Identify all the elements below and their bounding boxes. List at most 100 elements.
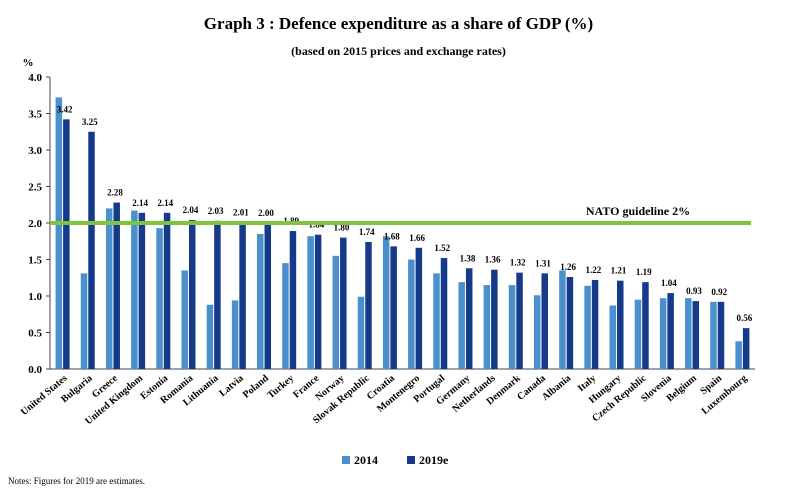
y-tick-label: 1.5 bbox=[28, 255, 42, 267]
bar-2014 bbox=[206, 304, 214, 369]
y-tick-label: 4.0 bbox=[28, 72, 42, 84]
bar-2019e bbox=[88, 131, 95, 369]
chart-legend: 2014 2019e bbox=[342, 453, 449, 467]
bar-2014 bbox=[156, 228, 163, 369]
bar-2014 bbox=[735, 341, 742, 369]
bar-2014 bbox=[508, 285, 516, 369]
chart-notes: Notes: Figures for 2019 are estimates. bbox=[8, 476, 145, 486]
bar-2019e bbox=[491, 269, 498, 369]
y-tick-label: 2.0 bbox=[28, 218, 42, 230]
bar-2014 bbox=[80, 273, 88, 369]
bar-2019e bbox=[340, 237, 347, 369]
data-label: 2.00 bbox=[258, 208, 274, 218]
bar-2019e bbox=[239, 222, 246, 369]
bar-2019e bbox=[642, 282, 649, 369]
x-category-label: Poland bbox=[241, 373, 271, 401]
bar-2019e bbox=[415, 247, 423, 369]
data-label: 1.19 bbox=[636, 267, 652, 277]
data-label: 1.04 bbox=[661, 278, 677, 288]
bar-2014 bbox=[685, 298, 692, 369]
bar-2019e bbox=[516, 272, 523, 369]
legend-swatch bbox=[407, 456, 415, 464]
data-label: 1.22 bbox=[585, 265, 601, 275]
data-label: 1.31 bbox=[535, 258, 551, 268]
bar-2014 bbox=[710, 301, 717, 369]
bar-2019e bbox=[113, 202, 120, 369]
bar-2014 bbox=[357, 296, 365, 369]
bar-2019e bbox=[63, 119, 70, 369]
bar-2014 bbox=[282, 263, 289, 369]
data-label: 1.68 bbox=[384, 231, 400, 241]
bar-2019e bbox=[617, 280, 624, 369]
chart-title: Graph 3 : Defence expenditure as a share… bbox=[203, 14, 594, 33]
x-category-label: Turkey bbox=[265, 373, 296, 401]
data-label: 2.03 bbox=[208, 206, 224, 216]
bar-2014 bbox=[382, 236, 390, 369]
bar-2019e bbox=[188, 220, 196, 369]
legend-swatch bbox=[342, 456, 350, 464]
bar-2014 bbox=[609, 305, 617, 369]
y-tick-label: 0.0 bbox=[28, 364, 42, 376]
bar-2014 bbox=[659, 298, 667, 369]
bar-2019e bbox=[591, 279, 599, 369]
x-category-label: Latvia bbox=[217, 373, 245, 399]
bar-2019e bbox=[440, 258, 448, 369]
data-label: 1.32 bbox=[510, 258, 526, 268]
nato-guideline: NATO guideline 2% bbox=[50, 204, 751, 225]
legend-label: 2019e bbox=[419, 453, 449, 467]
bar-2019e bbox=[289, 231, 297, 369]
data-label: 2.04 bbox=[183, 205, 199, 215]
bar-2014 bbox=[634, 299, 642, 369]
x-category-label: Albania bbox=[540, 373, 573, 403]
bar-2014 bbox=[584, 285, 591, 369]
data-label: 1.26 bbox=[560, 262, 576, 272]
y-tick-label: 3.0 bbox=[28, 145, 42, 157]
bar-2014 bbox=[483, 285, 491, 369]
bar-2014 bbox=[231, 300, 239, 369]
bar-2019e bbox=[163, 212, 171, 369]
y-tick-label: 3.5 bbox=[28, 109, 42, 121]
data-label: 0.56 bbox=[737, 313, 753, 323]
bar-2019e bbox=[365, 241, 372, 369]
data-label: 1.66 bbox=[409, 233, 425, 243]
data-label: 2.01 bbox=[233, 207, 249, 217]
y-tick-label: 0.5 bbox=[28, 328, 42, 340]
bar-2014 bbox=[533, 295, 541, 369]
data-label: 2.14 bbox=[157, 198, 173, 208]
bar-2014 bbox=[408, 259, 415, 369]
bar-2014 bbox=[131, 210, 138, 369]
legend-label: 2014 bbox=[354, 453, 378, 467]
data-label: 3.42 bbox=[57, 104, 73, 114]
bar-2019e bbox=[264, 223, 272, 369]
bar-2019e bbox=[692, 301, 700, 369]
data-label: 1.80 bbox=[334, 223, 350, 233]
bar-2019e bbox=[214, 220, 221, 369]
data-label: 0.92 bbox=[711, 287, 727, 297]
bar-2014 bbox=[332, 255, 340, 369]
bar-2014 bbox=[105, 208, 113, 369]
bar-2019e bbox=[667, 293, 674, 369]
data-label: 2.14 bbox=[132, 198, 148, 208]
data-label: 1.74 bbox=[359, 227, 375, 237]
data-label: 1.36 bbox=[485, 255, 501, 265]
chart-bars bbox=[55, 97, 750, 369]
bar-2014 bbox=[257, 233, 264, 369]
bar-2019e bbox=[742, 328, 750, 369]
bar-2019e bbox=[717, 301, 725, 369]
bar-2014 bbox=[559, 270, 566, 369]
data-label: 1.38 bbox=[460, 253, 476, 263]
bar-2019e bbox=[314, 234, 322, 369]
chart-data-labels: 3.423.252.282.142.142.042.032.012.001.89… bbox=[57, 104, 753, 323]
bar-2019e bbox=[541, 273, 548, 369]
data-label: 3.25 bbox=[82, 117, 98, 127]
bar-2019e bbox=[138, 212, 146, 369]
data-label: 2.28 bbox=[107, 188, 123, 198]
bar-2014 bbox=[433, 273, 440, 369]
data-label: 0.93 bbox=[686, 286, 702, 296]
y-axis-label: % bbox=[23, 57, 34, 69]
bar-2014 bbox=[307, 236, 314, 369]
bar-2014 bbox=[181, 270, 188, 369]
nato-guideline-label: NATO guideline 2% bbox=[586, 204, 690, 218]
